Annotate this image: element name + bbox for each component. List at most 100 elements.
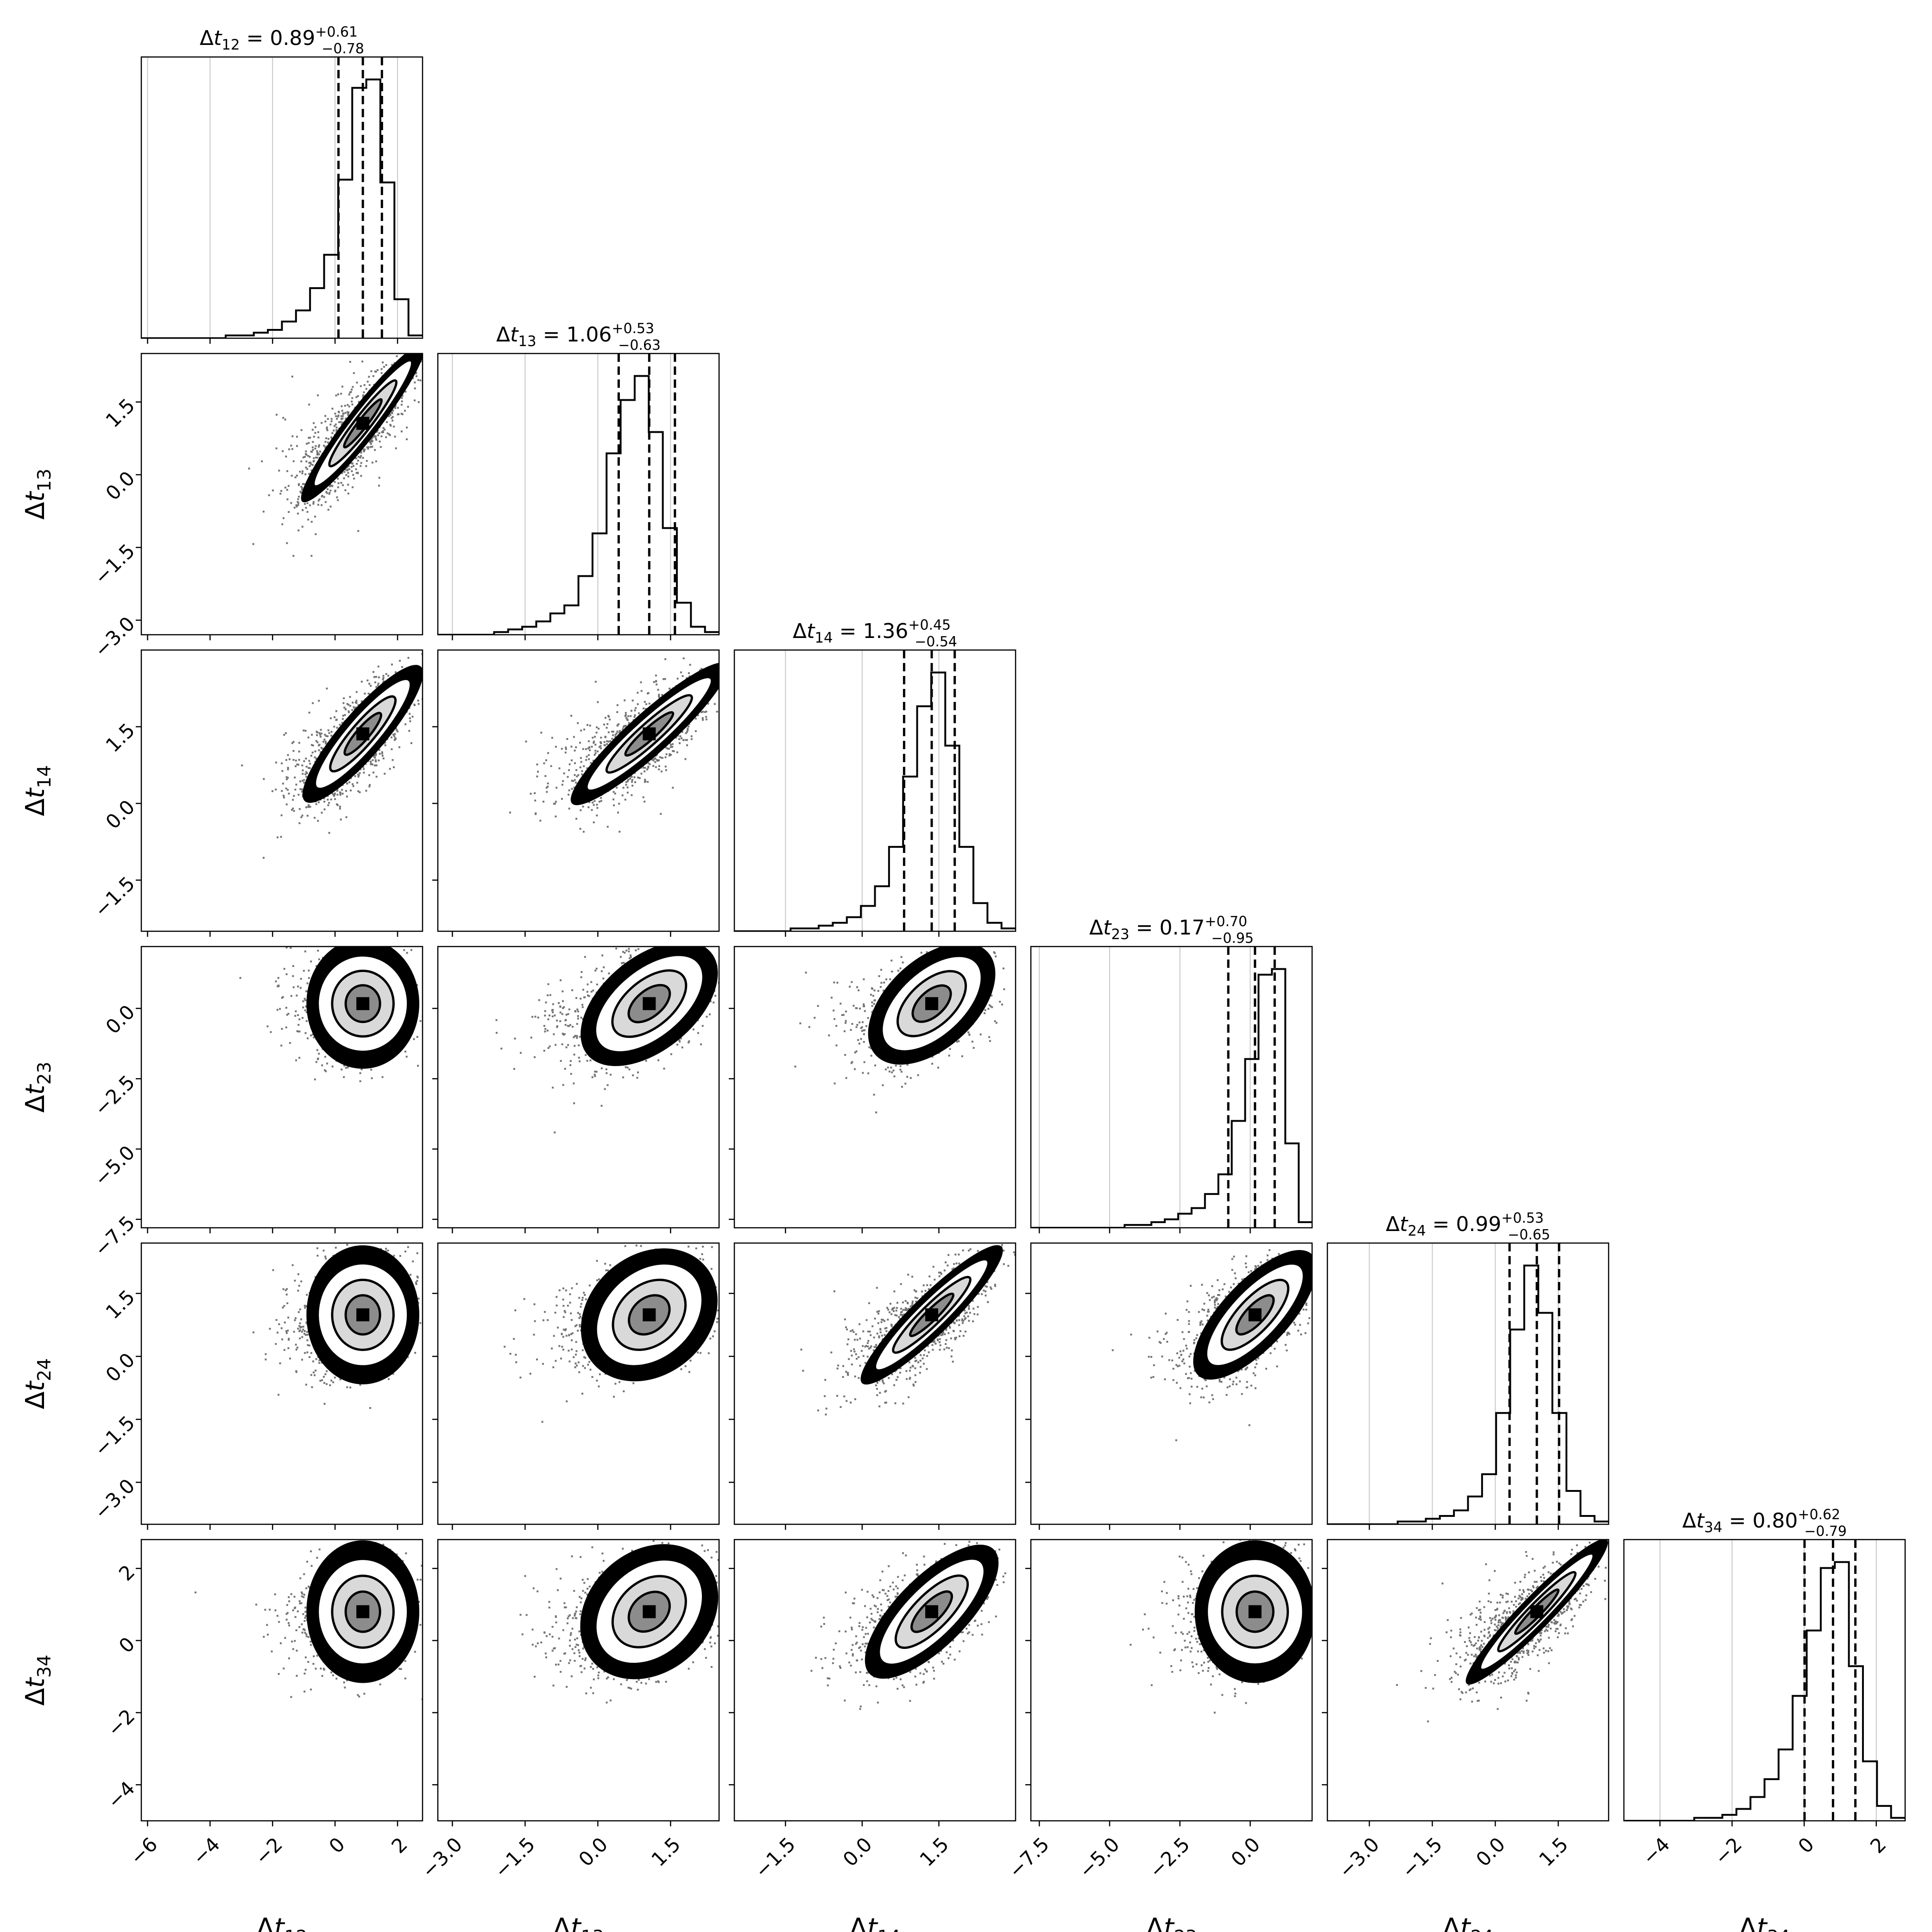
density-peak <box>925 1605 939 1618</box>
panel-title-t23: Δt23 = 0.17+0.70 −0.95 <box>1089 914 1254 947</box>
histogram-t34 <box>1624 1561 1905 1821</box>
scatter-points <box>253 1243 422 1409</box>
scatter-panel-t12-t13: −3.0 −1.5 0.0 1.5 <box>90 353 423 662</box>
y-axis-label-t13: Δt13 <box>20 468 55 519</box>
scatter-points <box>794 947 1005 1113</box>
scatter-panel-t13-t23 <box>432 946 720 1233</box>
density-peak <box>1248 1605 1262 1618</box>
x-axis-label-t14: Δt14 <box>849 1913 900 1932</box>
x-tick-label: −2 <box>251 1833 287 1869</box>
panel-frame <box>140 946 423 1229</box>
scatter-panel-t14-t34: −1.5 0.0 1.5 <box>729 1539 1017 1882</box>
x-tick-label: 0.0 <box>839 1833 877 1871</box>
y-tick-label: −7.5 <box>90 1212 139 1261</box>
scatter-points <box>800 1244 1016 1415</box>
histogram-t23 <box>1031 968 1312 1228</box>
scatter-panel-t24-t34: −3.0 −1.5 0.0 1.5 <box>1322 1539 1610 1882</box>
scatter-panel-t12-t34: −6 −4 −2 0 2 −4 −2 0 2 <box>103 1539 423 1869</box>
x-tick-label: −4 <box>188 1833 224 1869</box>
panel-frame <box>437 1539 720 1822</box>
scatter-points <box>241 653 423 859</box>
histogram-t24 <box>1327 1264 1609 1524</box>
histogram-t13 <box>438 375 719 635</box>
x-tick-label: 1.5 <box>647 1833 685 1871</box>
density-peak <box>643 1605 656 1618</box>
x-axis-label-t13: Δt13 <box>553 1913 604 1932</box>
scatter-panel-t23-t24 <box>1025 1242 1313 1530</box>
x-tick-label: 1.5 <box>1534 1833 1572 1871</box>
scatter-panel-t14-t23 <box>729 946 1017 1233</box>
y-tick-label: −1.5 <box>90 539 139 589</box>
y-tick-label: −5.0 <box>90 1141 139 1191</box>
density-peak <box>1248 1308 1262 1321</box>
hist-panel-t23: Δt23 = 0.17+0.70 −0.95 <box>1030 914 1313 1233</box>
x-tick-label: 0.0 <box>1226 1833 1264 1871</box>
scatter-panel-t13-t24 <box>432 1242 720 1530</box>
density-peak <box>356 1308 370 1321</box>
x-tick-label: −1.5 <box>490 1833 539 1882</box>
x-tick-label: −2.5 <box>1145 1833 1194 1882</box>
x-tick-label: 2 <box>387 1833 412 1858</box>
x-tick-label: 0 <box>324 1833 349 1858</box>
panel-title-t14: Δt14 = 1.36+0.45 −0.54 <box>793 617 957 650</box>
x-tick-label: −6 <box>126 1833 162 1869</box>
panel-frame <box>733 1242 1017 1525</box>
y-tick-label: 0 <box>114 1633 139 1658</box>
x-axis-label-t23: Δt23 <box>1146 1913 1197 1932</box>
x-tick-label: 2 <box>1866 1833 1891 1858</box>
scatter-panel-t12-t14: −1.5 0.0 1.5 <box>90 649 423 937</box>
x-tick-label: −2 <box>1710 1833 1746 1869</box>
x-tick-label: −3.0 <box>1334 1833 1384 1882</box>
density-peak <box>356 727 370 740</box>
panel-title-t34: Δt34 = 0.80+0.62 −0.79 <box>1682 1507 1847 1540</box>
scatter-panel-t12-t23: −7.5 −5.0 −2.5 0.0 <box>90 946 423 1261</box>
histogram-t14 <box>734 671 1016 931</box>
y-axis-label-t14: Δt14 <box>20 765 55 816</box>
x-tick-label: 0 <box>1793 1833 1818 1858</box>
panel-frame <box>437 946 720 1229</box>
panel-frame <box>140 56 423 339</box>
panel-frame <box>437 353 720 636</box>
scatter-points <box>519 1540 719 1704</box>
panel-frame <box>140 1539 423 1822</box>
panel-frame <box>733 946 1017 1229</box>
y-tick-label: 1.5 <box>101 394 139 432</box>
x-tick-label: −1.5 <box>750 1833 800 1882</box>
y-axis-label-t24: Δt24 <box>20 1358 55 1409</box>
y-tick-label: −4 <box>103 1777 139 1813</box>
density-peak <box>925 997 939 1010</box>
y-tick-label: 2 <box>114 1560 139 1585</box>
y-tick-label: −2 <box>103 1705 139 1741</box>
panel-frame <box>140 1242 423 1525</box>
density-peak <box>925 1308 939 1321</box>
x-tick-label: 0.0 <box>1471 1833 1509 1871</box>
density-peak <box>356 997 370 1010</box>
y-tick-label: −2.5 <box>90 1071 139 1120</box>
x-axis-label-t24: Δt24 <box>1442 1913 1493 1932</box>
scatter-panel-t13-t34: −3.0 −1.5 0.0 1.5 <box>417 1539 720 1882</box>
panel-frame <box>437 1242 720 1525</box>
x-tick-label: −7.5 <box>1004 1833 1054 1882</box>
scatter-points <box>504 1244 719 1423</box>
x-tick-label: −3.0 <box>417 1833 467 1882</box>
density-peak <box>1530 1605 1544 1618</box>
scatter-dots <box>519 1540 719 1704</box>
scatter-points <box>1111 1244 1312 1441</box>
density-peak <box>643 997 656 1010</box>
hist-panel-t34: Δt34 = 0.80+0.62 −0.79 −4 −2 0 2 <box>1623 1507 1906 1869</box>
scatter-panel-t13-t14 <box>432 649 720 937</box>
y-tick-label: 1.5 <box>101 1286 139 1324</box>
x-tick-label: −4 <box>1638 1833 1674 1869</box>
scatter-points <box>248 354 423 557</box>
hist-panel-t13: Δt13 = 1.06+0.53 −0.63 <box>437 321 720 640</box>
scatter-panel-t23-t34: −7.5 −5.0 −2.5 0.0 <box>1004 1539 1313 1882</box>
panel-frame <box>1030 946 1313 1229</box>
panel-title-t13: Δt13 = 1.06+0.53 −0.63 <box>496 321 661 354</box>
y-tick-label: −3.0 <box>90 612 139 662</box>
scatter-points <box>810 1541 1006 1710</box>
y-tick-label: 0.0 <box>101 467 139 505</box>
panel-frame <box>1326 1539 1610 1822</box>
hist-panel-t24: Δt24 = 0.99+0.53 −0.65 <box>1326 1210 1610 1530</box>
y-tick-label: −1.5 <box>90 1411 139 1461</box>
panel-frame <box>1623 1539 1906 1822</box>
